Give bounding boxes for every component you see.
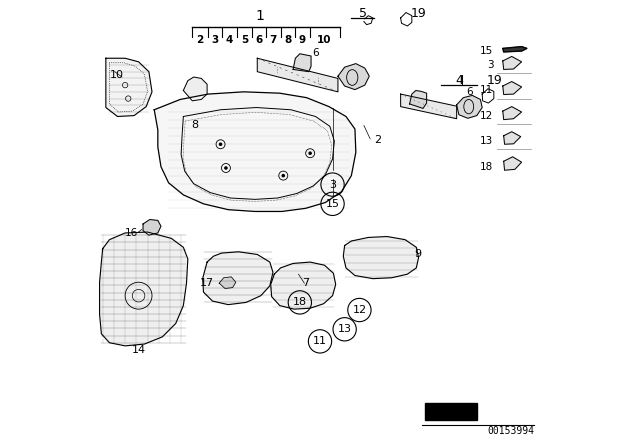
Polygon shape bbox=[401, 94, 457, 119]
Polygon shape bbox=[257, 58, 338, 92]
Polygon shape bbox=[503, 82, 522, 95]
Text: 5: 5 bbox=[241, 35, 248, 45]
Text: 6: 6 bbox=[466, 87, 472, 97]
Polygon shape bbox=[457, 95, 482, 118]
Text: 2: 2 bbox=[374, 135, 381, 145]
Text: 14: 14 bbox=[131, 345, 146, 355]
Text: 15: 15 bbox=[480, 46, 493, 56]
Text: 16: 16 bbox=[125, 228, 139, 238]
Polygon shape bbox=[220, 277, 236, 289]
Polygon shape bbox=[343, 237, 419, 279]
Text: 5: 5 bbox=[358, 7, 367, 20]
Text: 11: 11 bbox=[313, 336, 327, 346]
Text: 3: 3 bbox=[329, 180, 336, 190]
Text: 00153994: 00153994 bbox=[487, 426, 534, 436]
Polygon shape bbox=[184, 77, 207, 101]
Text: 3: 3 bbox=[487, 60, 493, 70]
Polygon shape bbox=[503, 107, 522, 120]
Polygon shape bbox=[504, 157, 522, 170]
Polygon shape bbox=[503, 56, 522, 69]
Polygon shape bbox=[338, 64, 369, 90]
Polygon shape bbox=[503, 47, 527, 52]
Text: 12: 12 bbox=[353, 305, 367, 315]
Text: 1: 1 bbox=[255, 9, 264, 23]
Polygon shape bbox=[100, 232, 188, 346]
Circle shape bbox=[224, 166, 228, 170]
Polygon shape bbox=[106, 58, 152, 116]
Text: 2: 2 bbox=[196, 35, 204, 45]
Text: 11: 11 bbox=[480, 86, 493, 95]
Polygon shape bbox=[410, 90, 427, 108]
Text: 13: 13 bbox=[338, 324, 351, 334]
Circle shape bbox=[308, 151, 312, 155]
Text: 18: 18 bbox=[292, 297, 307, 307]
Polygon shape bbox=[293, 54, 311, 72]
Text: 15: 15 bbox=[326, 199, 340, 209]
Text: 19: 19 bbox=[411, 7, 426, 20]
Text: 9: 9 bbox=[299, 35, 306, 45]
Text: 12: 12 bbox=[480, 111, 493, 121]
Text: 13: 13 bbox=[480, 136, 493, 146]
Polygon shape bbox=[154, 92, 356, 211]
Text: 7: 7 bbox=[302, 278, 309, 288]
Text: 6: 6 bbox=[255, 35, 262, 45]
Polygon shape bbox=[143, 220, 161, 235]
Text: 3: 3 bbox=[212, 35, 219, 45]
Text: 10: 10 bbox=[110, 70, 124, 80]
Polygon shape bbox=[504, 132, 521, 144]
Text: 19: 19 bbox=[487, 74, 502, 87]
Bar bbox=[425, 403, 477, 420]
Polygon shape bbox=[271, 262, 336, 309]
Text: 9: 9 bbox=[414, 250, 421, 259]
Text: 8: 8 bbox=[191, 121, 198, 130]
Text: 18: 18 bbox=[480, 162, 493, 172]
Circle shape bbox=[282, 174, 285, 177]
Circle shape bbox=[219, 142, 222, 146]
Text: 17: 17 bbox=[200, 278, 214, 288]
Polygon shape bbox=[203, 252, 273, 305]
Text: 4: 4 bbox=[226, 35, 233, 45]
Text: 4: 4 bbox=[455, 74, 463, 87]
Text: 6: 6 bbox=[312, 48, 319, 58]
Text: 8: 8 bbox=[284, 35, 291, 45]
Text: 7: 7 bbox=[269, 35, 277, 45]
Text: 10: 10 bbox=[317, 35, 332, 45]
